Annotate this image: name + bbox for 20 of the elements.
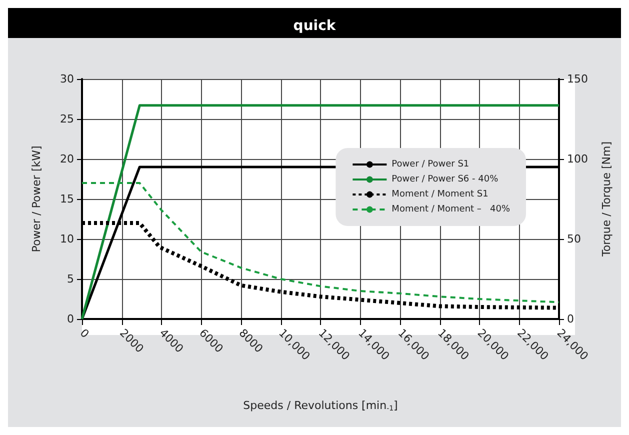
line-series (81, 182, 560, 304)
y2-tick-label: 0 (567, 312, 574, 326)
x-tick-label: 0 (77, 326, 92, 341)
y-tick-label: 15 (60, 192, 74, 206)
y-tick-label: 0 (67, 312, 74, 326)
y2-tick-label: 150 (567, 72, 588, 86)
y-tick-label: 20 (60, 152, 74, 166)
y-tick-label: 10 (60, 232, 74, 246)
y-axis-title: Power / Power [kW] (30, 146, 43, 252)
y2-tick-label: 100 (567, 152, 588, 166)
y-tick-label: 25 (60, 112, 74, 126)
legend-label: Moment / Moment S1 (392, 190, 488, 200)
legend-label: Power / Power S6 - 40% (392, 174, 499, 184)
y-tick-label: 5 (67, 272, 74, 286)
y-tick-label: 30 (60, 72, 74, 86)
y2-axis-title: Torque / Torque [Nm] (600, 142, 613, 258)
legend-label: Power / Power S1 (392, 160, 470, 170)
y2-tick-label: 50 (567, 232, 581, 246)
chart-title: quick (293, 18, 336, 34)
legend-label: Moment / Moment – 40% (392, 204, 510, 214)
